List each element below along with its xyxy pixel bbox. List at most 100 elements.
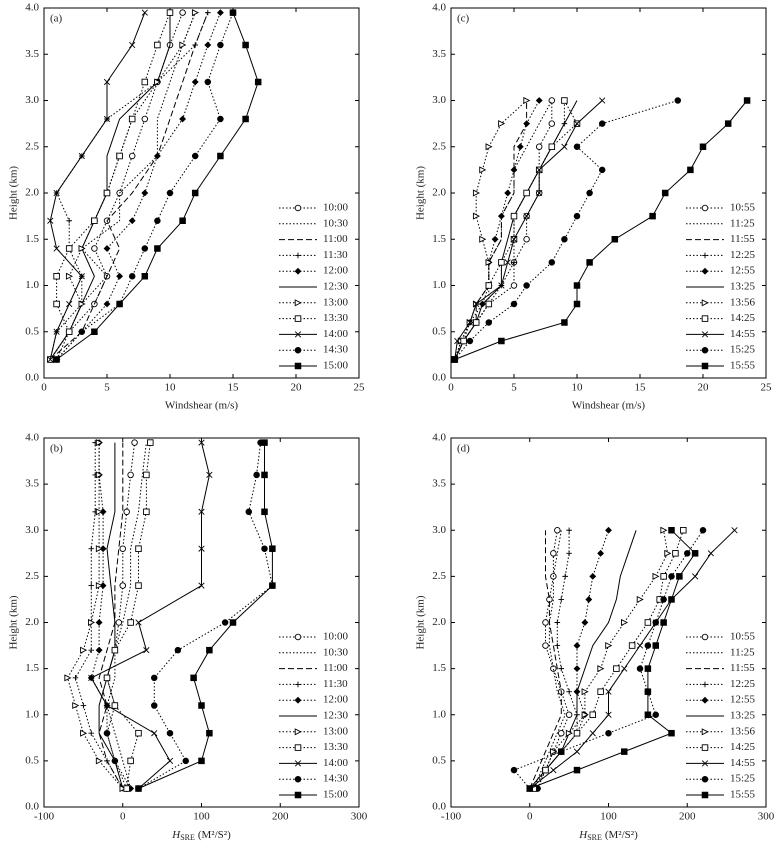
marker xyxy=(652,619,660,626)
marker xyxy=(127,757,134,765)
marker xyxy=(294,204,302,212)
marker xyxy=(644,711,652,719)
marker xyxy=(295,681,301,688)
series-line xyxy=(98,442,124,789)
marker xyxy=(198,582,205,589)
marker xyxy=(88,647,95,653)
marker xyxy=(166,189,174,197)
series-line xyxy=(138,442,273,789)
marker xyxy=(573,143,581,150)
marker xyxy=(542,642,549,649)
marker xyxy=(701,728,709,736)
marker xyxy=(550,550,557,557)
marker xyxy=(128,152,136,160)
marker xyxy=(129,41,136,49)
marker xyxy=(150,674,158,682)
marker xyxy=(526,785,534,792)
marker xyxy=(707,550,714,557)
marker xyxy=(64,674,72,682)
series-line xyxy=(98,442,124,789)
x-tick-label: 10 xyxy=(165,382,177,394)
x-tick-label: 300 xyxy=(351,811,368,823)
marker xyxy=(78,273,85,280)
marker xyxy=(141,245,149,252)
marker xyxy=(253,471,260,479)
marker xyxy=(198,508,205,515)
marker xyxy=(485,319,493,326)
x-label-main: H xyxy=(171,829,181,841)
legend-label: 15:55 xyxy=(730,360,756,372)
marker xyxy=(103,245,111,252)
marker xyxy=(702,252,708,259)
marker xyxy=(598,166,606,174)
marker xyxy=(294,315,302,322)
marker xyxy=(154,78,162,86)
marker xyxy=(558,596,565,603)
x-tick-label: 15 xyxy=(228,382,240,394)
marker xyxy=(179,9,186,16)
legend-label: 15:00 xyxy=(323,789,349,801)
marker xyxy=(558,729,565,737)
marker xyxy=(558,748,565,755)
marker xyxy=(628,642,636,649)
marker xyxy=(72,675,79,681)
marker xyxy=(535,97,543,104)
marker xyxy=(701,346,709,354)
series-line xyxy=(533,530,566,789)
marker xyxy=(174,646,182,654)
marker xyxy=(166,729,174,737)
marker xyxy=(542,619,549,626)
marker xyxy=(141,189,149,197)
legend-label: 12:30 xyxy=(323,710,349,722)
marker xyxy=(585,596,593,603)
marker xyxy=(649,212,656,220)
marker xyxy=(454,337,461,345)
marker xyxy=(466,337,474,345)
y-tick-label: 1.5 xyxy=(432,662,446,674)
marker xyxy=(621,665,628,672)
y-axis-label: Height (km) xyxy=(8,595,20,649)
marker xyxy=(542,766,549,774)
marker xyxy=(154,41,161,49)
y-tick-label: 2.5 xyxy=(25,140,39,152)
legend-label: 10:30 xyxy=(323,217,349,229)
x-tick-label: 5 xyxy=(104,382,110,394)
marker xyxy=(566,550,572,557)
marker xyxy=(664,549,672,557)
x-tick-label: 20 xyxy=(698,382,710,394)
y-tick-label: 3.0 xyxy=(432,524,446,536)
marker xyxy=(660,596,667,603)
marker xyxy=(99,545,107,553)
y-axis-label: Height (km) xyxy=(8,166,20,220)
marker xyxy=(586,189,593,197)
series-line xyxy=(67,442,124,789)
marker xyxy=(53,356,60,363)
marker xyxy=(66,217,72,224)
marker xyxy=(141,9,148,16)
marker xyxy=(597,549,605,557)
marker xyxy=(573,120,581,127)
marker xyxy=(95,471,103,479)
marker xyxy=(460,337,467,345)
x-tick-label: -100 xyxy=(441,811,462,823)
series-line xyxy=(537,530,609,789)
marker xyxy=(701,791,709,799)
marker xyxy=(294,267,302,275)
marker xyxy=(116,300,123,308)
marker xyxy=(554,642,561,649)
marker xyxy=(605,642,613,650)
marker xyxy=(204,41,212,49)
marker xyxy=(99,508,107,516)
marker xyxy=(53,189,60,197)
legend-label: 11:25 xyxy=(730,646,755,658)
marker xyxy=(91,217,98,224)
marker xyxy=(91,328,98,336)
x-tick-label: 0 xyxy=(120,811,126,823)
marker xyxy=(99,582,107,590)
legend-label: 10:55 xyxy=(730,631,756,643)
marker xyxy=(198,545,205,552)
legend-label: 14:00 xyxy=(323,328,349,340)
panel-label: (c) xyxy=(457,13,470,25)
marker xyxy=(88,730,95,736)
marker xyxy=(589,572,597,580)
